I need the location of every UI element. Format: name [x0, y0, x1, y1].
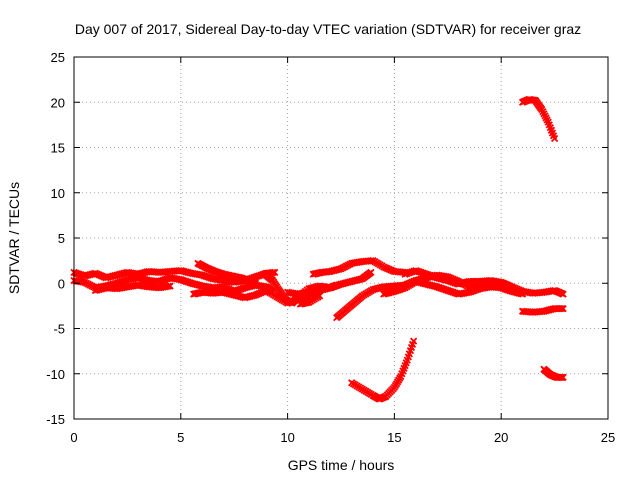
data-point	[333, 281, 341, 289]
chart-title: Day 007 of 2017, Sidereal Day-to-day VTE…	[75, 21, 581, 37]
y-tick-label: 0	[58, 276, 65, 291]
data-point	[559, 304, 567, 313]
data-point	[271, 268, 279, 277]
data-points	[70, 95, 567, 403]
series-arc-k	[401, 266, 514, 290]
series-arc-c	[91, 281, 174, 295]
series-arc-h	[309, 256, 409, 278]
data-point	[558, 304, 566, 313]
series-arc-d	[194, 259, 260, 287]
grid	[74, 57, 608, 419]
x-tick-label: 15	[387, 430, 401, 445]
x-tick-label: 5	[177, 430, 184, 445]
data-point	[164, 282, 172, 290]
y-axis-label: SDTVAR / TECUs	[6, 182, 22, 294]
series-arc-n	[540, 365, 567, 382]
x-tick-label: 10	[280, 430, 294, 445]
series-arc-o	[518, 304, 567, 316]
series-arc-g	[283, 288, 324, 308]
x-tick-label: 25	[601, 430, 615, 445]
y-tick-label: -10	[46, 367, 65, 382]
series-arc-m	[518, 95, 559, 143]
y-tick-label: 10	[51, 186, 65, 201]
data-point	[166, 282, 174, 290]
series-arc-j	[380, 277, 527, 298]
x-tick-label: 0	[70, 430, 77, 445]
data-point	[409, 337, 418, 345]
x-axis-label: GPS time / hours	[288, 457, 395, 473]
data-point	[559, 373, 567, 382]
data-point	[559, 290, 567, 298]
data-point	[550, 134, 559, 143]
data-point	[367, 268, 375, 277]
y-tick-label: 15	[51, 141, 65, 156]
data-point	[296, 300, 305, 308]
data-point	[517, 290, 525, 298]
series-arc-l	[348, 337, 418, 403]
x-tick-label: 20	[494, 430, 508, 445]
y-tick-label: 25	[51, 50, 65, 65]
data-point	[251, 279, 260, 287]
axis-ticks: 0 5 10 15 20 25 -15 -10 -5 0 5 10 15 20 25	[46, 50, 615, 445]
y-tick-label: 20	[51, 95, 65, 110]
y-tick-label: -15	[46, 412, 65, 427]
data-point	[518, 290, 527, 298]
y-tick-label: 5	[58, 231, 65, 246]
data-point	[506, 282, 514, 290]
series-arc-b	[70, 274, 277, 296]
y-tick-label: -5	[53, 322, 65, 337]
